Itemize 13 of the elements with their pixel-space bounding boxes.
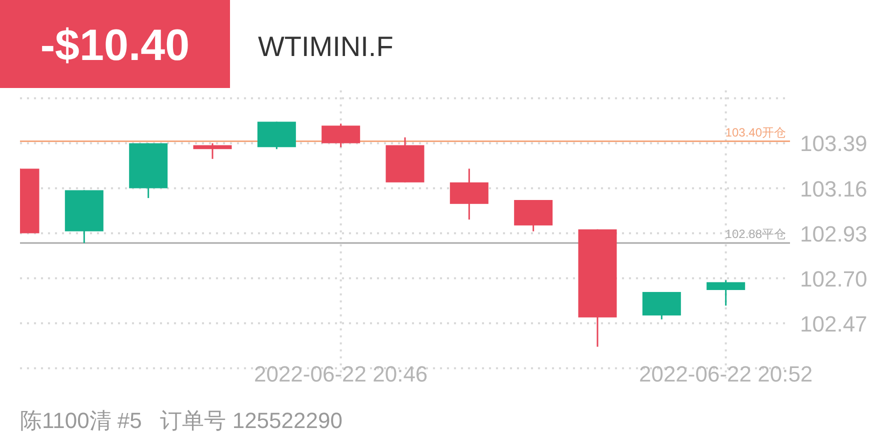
text: 陈1100清 #5 订单号 125522290 — [20, 408, 342, 433]
chart-subtitle: WTIMINI.F — [258, 31, 394, 62]
y-tick-label: 102.93 — [800, 221, 868, 246]
ref-line-label: 102.88平仓 — [725, 227, 786, 242]
y-tick-label: 102.47 — [800, 311, 868, 336]
candlestick — [193, 142, 232, 160]
y-tick-label: 103.16 — [800, 176, 868, 202]
y-tick-label: 103.39 — [800, 131, 868, 156]
y-tick-label: 102.70 — [800, 266, 868, 292]
x-tick-label: 2022-06-22 20:52 — [638, 361, 813, 386]
ref-line-label: 103.40开仓 — [725, 125, 786, 140]
chart-title: -$10.40 — [40, 21, 190, 70]
x-tick-label: 2022-06-22 20:46 — [254, 361, 428, 386]
